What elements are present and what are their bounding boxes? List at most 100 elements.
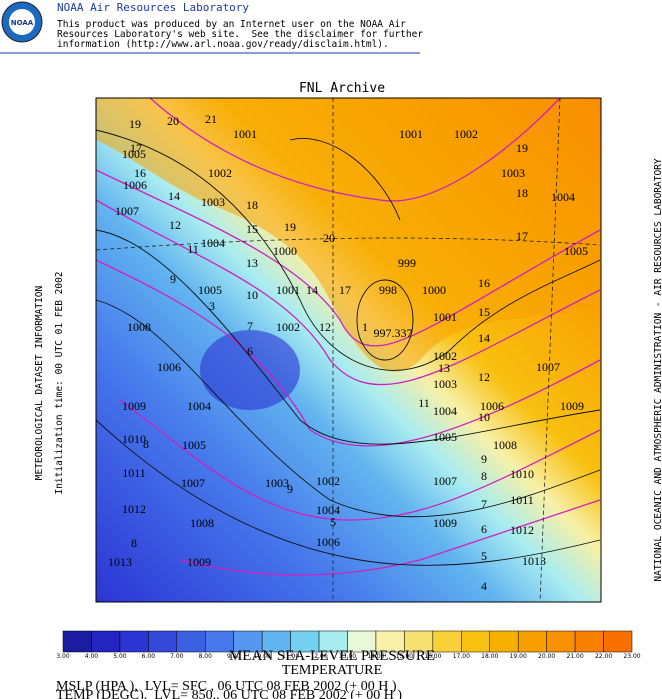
contour-label: 1003	[201, 195, 225, 209]
contour-label: 1004	[433, 404, 457, 418]
contour-label: 12	[169, 218, 181, 232]
contour-label: 8	[131, 536, 137, 550]
colorbar-label: 5.00	[113, 653, 127, 660]
left-text: Initialization time: 00 UTC 01 FEB 2002	[54, 271, 65, 494]
contour-label: 1004	[551, 190, 575, 204]
colorbar-label: 4.00	[85, 653, 99, 660]
colorbar-label: 20.00	[538, 653, 555, 660]
colorbar-label: 9.00	[227, 653, 241, 660]
colorbar-label: 7.00	[170, 653, 184, 660]
colorbar-label: 17.00	[453, 653, 470, 660]
contour-label: 5	[330, 515, 336, 529]
logo-inner	[9, 9, 35, 35]
contour-label: 19	[129, 117, 141, 131]
contour-label: 1002	[316, 474, 340, 488]
colorbar-swatch	[546, 630, 576, 653]
contour-label: 19	[516, 141, 528, 155]
colorbar-label: 6.00	[142, 653, 156, 660]
contour-label: 1006	[123, 178, 147, 192]
colorbar-swatch	[119, 630, 149, 653]
contour-label: 16	[134, 166, 146, 180]
footer-line: TEMP (DEGC), LVL= 850., 06 UTC 08 FEB 20…	[56, 688, 402, 699]
colorbar-swatch	[461, 630, 490, 653]
contour-label: 20	[167, 114, 179, 128]
contour-label: 1002	[433, 349, 457, 363]
contour-label: 1000	[273, 244, 297, 258]
right-text: NATIONAL OCEANIC AND ATMOSPHERIC ADMINIS…	[653, 158, 662, 582]
contour-label: 1004	[201, 236, 225, 250]
colorbar-label: 19.00	[510, 653, 527, 660]
contour-label: 10	[478, 410, 490, 424]
colorbar-label: 13.00	[339, 653, 356, 660]
contour-label: 1001	[433, 310, 457, 324]
contour-label: 8	[481, 469, 487, 483]
header-title: NOAA Air Resources Laboratory	[57, 1, 249, 14]
contour-label: 998	[379, 283, 397, 297]
contour-label: 17	[516, 229, 528, 243]
contour-label: 1008	[127, 320, 151, 334]
contour-label: 997.337	[374, 326, 413, 340]
contour-label: 6	[481, 522, 487, 536]
graticule	[95, 97, 601, 603]
colorbar-swatch	[517, 630, 547, 653]
contour-label: 21	[205, 112, 217, 126]
contour-label: 3	[209, 299, 215, 313]
contour-label: 12	[478, 370, 490, 384]
contour-label: 9	[287, 482, 293, 496]
contour-label: 11	[187, 242, 199, 256]
colorbar-swatch	[574, 630, 604, 653]
contour-label: 1002	[208, 166, 232, 180]
contour-label: 1007	[181, 476, 205, 490]
contour-label: 1009	[560, 399, 584, 413]
contour-label: 1006	[316, 535, 340, 549]
contour-label: 1003	[433, 377, 457, 391]
map-title: FNL Archive	[299, 81, 385, 96]
contour-label: 1000	[422, 283, 446, 297]
contour-label: 1001	[233, 127, 257, 141]
isotherms	[95, 97, 601, 576]
contour-label: 1002	[276, 320, 300, 334]
colorbar-label: 8.00	[199, 653, 213, 660]
contour-label: 9	[170, 272, 176, 286]
contour-label: 13	[438, 361, 450, 375]
contour-label: 10	[246, 288, 258, 302]
colorbar-swatch	[91, 630, 121, 653]
footer-line: MEAN SEA-LEVEL PRESSURE	[229, 648, 435, 664]
contour-label: 9	[481, 452, 487, 466]
contour-label: 1008	[190, 516, 214, 530]
contour-label: 1013	[522, 554, 546, 568]
colorbar-label: 12.00	[310, 653, 327, 660]
colorbar-swatch	[489, 630, 519, 653]
contour-label: 999	[398, 256, 416, 270]
contour-label: 17	[130, 141, 142, 155]
footer-line: MSLP (HPA ), LVL= SFC , 06 UTC 08 FEB 20…	[56, 679, 397, 694]
contour-label: 12	[319, 320, 331, 334]
contour-label: 1004	[316, 503, 340, 517]
contour-label: 1001	[276, 283, 300, 297]
contour-label: 1009	[122, 399, 146, 413]
contour-label: 1011	[510, 493, 534, 507]
colorbar-swatch	[432, 630, 462, 653]
contour-label: 14	[168, 189, 180, 203]
contour-label: 1002	[454, 127, 478, 141]
contour-label: 1010	[510, 467, 534, 481]
header-line: This product was produced by an Internet…	[57, 19, 406, 30]
contour-label: 1005	[182, 438, 206, 452]
colorbar-swatch	[603, 630, 633, 653]
left-text: METEOROLOGICAL DATASET INFORMATION	[34, 285, 45, 480]
contour-label: 1012	[510, 523, 534, 537]
map-frame	[95, 97, 602, 603]
contour-label: 8	[143, 437, 149, 451]
colorbar-swatch	[176, 630, 206, 653]
colorbar-label: 11.00	[282, 653, 299, 660]
contour-label: 6	[247, 344, 253, 358]
contour-label: 13	[246, 256, 258, 270]
colorbar-label: 16.00	[424, 653, 441, 660]
contour-label: 20	[323, 231, 335, 245]
contour-label: 5	[481, 549, 487, 563]
contour-label: 14	[306, 283, 318, 297]
contour-label: 1005	[433, 430, 457, 444]
contour-label: 15	[478, 305, 490, 319]
contour-label: 4	[481, 579, 487, 593]
